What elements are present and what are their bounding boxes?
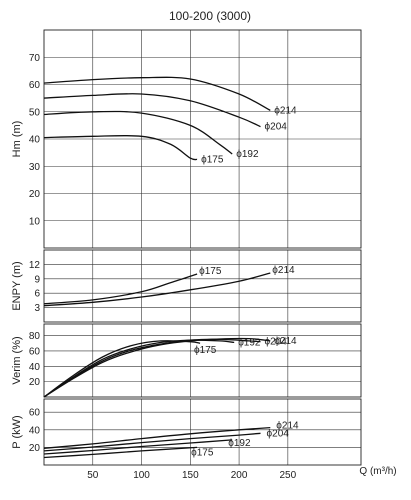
y-tick-label: 20 bbox=[29, 443, 41, 454]
y-axis-label: P (kW) bbox=[11, 415, 23, 448]
head-curve-label-175: ϕ175 bbox=[201, 154, 224, 165]
y-tick-label: 60 bbox=[29, 80, 41, 91]
y-tick-label: 6 bbox=[34, 289, 40, 300]
y-tick-label: 70 bbox=[29, 53, 41, 64]
head-frame bbox=[43, 29, 362, 249]
y-tick-label: 40 bbox=[29, 135, 41, 146]
y-tick-label: 9 bbox=[34, 274, 40, 285]
efficiency-curve-214 bbox=[43, 337, 271, 398]
y-axis-label: Hm (m) bbox=[11, 121, 23, 158]
y-tick-label: 50 bbox=[29, 107, 41, 118]
y-tick-label: 20 bbox=[29, 189, 41, 200]
y-axis-label: ENPY (m) bbox=[11, 261, 23, 310]
power-curve-175 bbox=[43, 446, 198, 459]
x-tick-label: 200 bbox=[231, 470, 248, 481]
head-curve-192 bbox=[43, 110, 233, 155]
npsh-curve-label-175: ϕ175 bbox=[199, 266, 222, 277]
head-curve-214 bbox=[43, 76, 271, 111]
efficiency-curve-label-175: ϕ175 bbox=[194, 345, 217, 356]
x-tick-label: 50 bbox=[87, 470, 99, 481]
y-tick-label: 60 bbox=[29, 408, 41, 419]
y-tick-label: 30 bbox=[29, 162, 41, 173]
head-curve-175 bbox=[43, 134, 198, 161]
x-tick-label: 100 bbox=[133, 470, 150, 481]
power-curve-label-214: ϕ214 bbox=[276, 421, 299, 432]
efficiency-curve-175 bbox=[43, 340, 201, 398]
x-tick-label: 150 bbox=[182, 470, 199, 481]
npsh-curve-214 bbox=[43, 272, 271, 307]
y-tick-label: 12 bbox=[29, 260, 41, 271]
head-curve-label-192: ϕ192 bbox=[236, 149, 259, 160]
y-tick-label: 20 bbox=[29, 377, 41, 388]
npsh-curve-label-214: ϕ214 bbox=[272, 265, 295, 276]
x-tick-label: 250 bbox=[280, 470, 297, 481]
y-tick-label: 60 bbox=[29, 346, 41, 357]
efficiency-curve-label-214: ϕ214 bbox=[274, 336, 297, 347]
npsh-curve-175 bbox=[43, 273, 198, 305]
y-tick-label: 10 bbox=[29, 216, 41, 227]
head-curve-204 bbox=[43, 93, 261, 128]
chart-title: 100-200 (3000) bbox=[169, 9, 251, 23]
power-curve-192 bbox=[43, 439, 233, 455]
y-tick-label: 3 bbox=[34, 303, 40, 314]
power-curve-214 bbox=[43, 426, 271, 449]
head-curve-label-204: ϕ204 bbox=[265, 122, 288, 133]
y-tick-label: 40 bbox=[29, 425, 41, 436]
efficiency-curve-label-204: ϕ204 bbox=[265, 337, 288, 348]
efficiency-curve-204 bbox=[43, 338, 261, 398]
efficiency-curve-label-192: ϕ192 bbox=[238, 337, 261, 348]
power-curve-204 bbox=[43, 432, 261, 452]
efficiency-frame bbox=[43, 323, 362, 398]
power-curve-label-204: ϕ204 bbox=[267, 428, 290, 439]
y-axis-label: Verim (%) bbox=[11, 336, 23, 384]
x-axis-label: Q (m³/h) bbox=[359, 466, 396, 477]
npsh-frame bbox=[43, 249, 362, 323]
power-frame bbox=[43, 398, 362, 466]
npsh-panel: 3 6 9 12 ENPY (m) ϕ175 ϕ214 bbox=[11, 249, 362, 323]
y-tick-label: 80 bbox=[29, 331, 41, 342]
power-curve-label-175: ϕ175 bbox=[191, 447, 214, 458]
head-panel: 10 20 30 40 50 60 70 Hm (m) ϕ214 ϕ204 ϕ192 ϕ175 bbox=[11, 29, 362, 249]
y-tick-label: 40 bbox=[29, 362, 41, 373]
head-curve-label-214: ϕ214 bbox=[274, 105, 297, 116]
power-curve-label-192: ϕ192 bbox=[228, 438, 251, 449]
efficiency-curve-192 bbox=[43, 339, 235, 398]
